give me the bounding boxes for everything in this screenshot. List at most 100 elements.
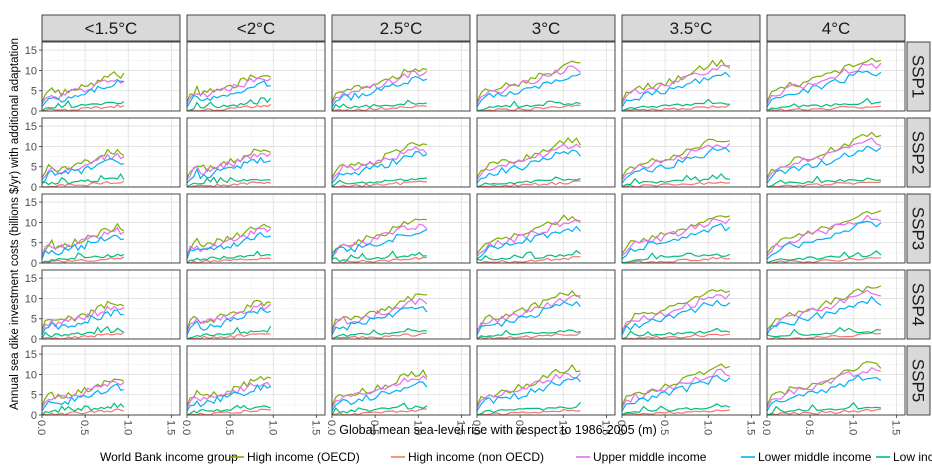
series-line bbox=[766, 289, 882, 333]
series-line bbox=[41, 252, 125, 264]
series-line bbox=[766, 257, 881, 264]
row-strip: SSP1 bbox=[906, 41, 931, 112]
series-line bbox=[476, 225, 581, 260]
series-line bbox=[766, 145, 882, 184]
series-line bbox=[476, 402, 581, 416]
y-tick-label: 0 bbox=[31, 410, 37, 422]
x-tick-label: 1.0 bbox=[121, 420, 133, 435]
panel-background bbox=[767, 346, 905, 415]
strip-background bbox=[906, 269, 931, 340]
y-axis-title: Annual sea dike investment costs (billio… bbox=[9, 38, 21, 410]
series-line bbox=[331, 381, 428, 412]
x-tick-label: 1.5 bbox=[744, 420, 756, 435]
series-line bbox=[186, 408, 271, 416]
facet-panel bbox=[41, 193, 181, 264]
y-tick-label: 15 bbox=[25, 349, 37, 361]
series-line bbox=[476, 408, 581, 416]
series-line bbox=[41, 234, 124, 260]
series-line bbox=[766, 210, 882, 254]
series-line bbox=[476, 249, 581, 262]
facet-panel bbox=[766, 269, 906, 340]
legend-item: Low income bbox=[876, 450, 932, 464]
series-line bbox=[476, 329, 581, 340]
legend-label: High income (OECD) bbox=[247, 450, 360, 464]
facet-panel bbox=[621, 41, 761, 112]
panel-background bbox=[187, 270, 325, 339]
panel-border bbox=[331, 41, 471, 112]
y-tick-label: 10 bbox=[25, 217, 37, 229]
series-line bbox=[621, 363, 730, 406]
strips-layer: <1.5°C <2°C 2.5°C 3°C 3.5°C 4°C SSP1 SSP2 SSP3 SS… bbox=[41, 14, 931, 416]
panel-border bbox=[476, 345, 616, 416]
column-strip-label: 3.5°C bbox=[670, 19, 713, 38]
panel-border bbox=[766, 193, 906, 264]
column-strip: 4°C bbox=[766, 14, 906, 42]
facet-panel bbox=[476, 345, 616, 416]
series-line bbox=[187, 257, 271, 264]
facet-panel bbox=[41, 41, 181, 112]
y-tick-label: 15 bbox=[25, 197, 37, 209]
panel-background bbox=[42, 346, 180, 415]
series-line bbox=[41, 256, 125, 264]
series-line bbox=[476, 180, 581, 188]
facet-panel bbox=[331, 117, 471, 188]
facet-panel bbox=[766, 117, 906, 188]
series-line bbox=[186, 383, 271, 412]
series-line bbox=[331, 105, 427, 112]
series-line bbox=[186, 404, 271, 416]
series-line bbox=[766, 97, 881, 112]
facet-panel bbox=[476, 41, 616, 112]
series-line bbox=[186, 77, 272, 105]
panel-border bbox=[621, 345, 761, 416]
panel-border bbox=[476, 41, 616, 112]
panel-border bbox=[621, 117, 761, 188]
panel-background bbox=[622, 346, 760, 415]
y-tick-label: 0 bbox=[31, 182, 37, 194]
panel-border bbox=[186, 41, 326, 112]
panel-border bbox=[766, 117, 906, 188]
legend-label: Low income bbox=[893, 450, 932, 464]
y-tick-label: 5 bbox=[31, 162, 37, 174]
series-line bbox=[621, 147, 731, 184]
series-line bbox=[476, 73, 581, 108]
column-strip: 3°C bbox=[476, 14, 616, 42]
row-strip-label: SSP1 bbox=[909, 55, 928, 98]
series-line bbox=[621, 59, 730, 102]
series-line bbox=[476, 143, 581, 181]
series-line bbox=[477, 256, 581, 264]
panel-background bbox=[477, 118, 615, 187]
series-line bbox=[476, 294, 581, 333]
strip-background bbox=[621, 14, 761, 42]
series-line bbox=[186, 152, 272, 181]
series-line bbox=[186, 227, 272, 257]
facet-panel bbox=[41, 117, 181, 188]
series-line bbox=[766, 220, 882, 260]
series-line bbox=[621, 71, 731, 108]
facet-panel bbox=[476, 269, 616, 340]
facet-panel bbox=[331, 193, 471, 264]
x-tick-label: 0.5 bbox=[368, 420, 380, 435]
x-tick-label: 0.0 bbox=[325, 420, 337, 435]
y-tick-label: 10 bbox=[25, 141, 37, 153]
facet-panel bbox=[476, 117, 616, 188]
x-tick-label: 1.5 bbox=[164, 420, 176, 435]
series-line bbox=[476, 100, 581, 112]
series-line bbox=[766, 70, 882, 108]
facet-panel bbox=[186, 269, 326, 340]
series-line bbox=[476, 301, 581, 336]
y-tick-label: 10 bbox=[25, 65, 37, 77]
y-tick-label: 15 bbox=[25, 121, 37, 133]
series-line bbox=[186, 306, 271, 336]
panel-border bbox=[476, 269, 616, 340]
strip-background bbox=[906, 41, 931, 112]
series-line bbox=[186, 250, 271, 264]
legend: World Bank income group High income (OECD… bbox=[100, 450, 932, 464]
y-tick-label: 10 bbox=[25, 293, 37, 305]
series-line bbox=[621, 142, 731, 181]
series-line bbox=[621, 218, 731, 257]
x-tick-label: 0.5 bbox=[513, 420, 525, 435]
series-line bbox=[331, 375, 428, 409]
series-line bbox=[41, 325, 125, 340]
row-strip: SSP4 bbox=[906, 269, 931, 340]
series-line bbox=[621, 289, 730, 331]
